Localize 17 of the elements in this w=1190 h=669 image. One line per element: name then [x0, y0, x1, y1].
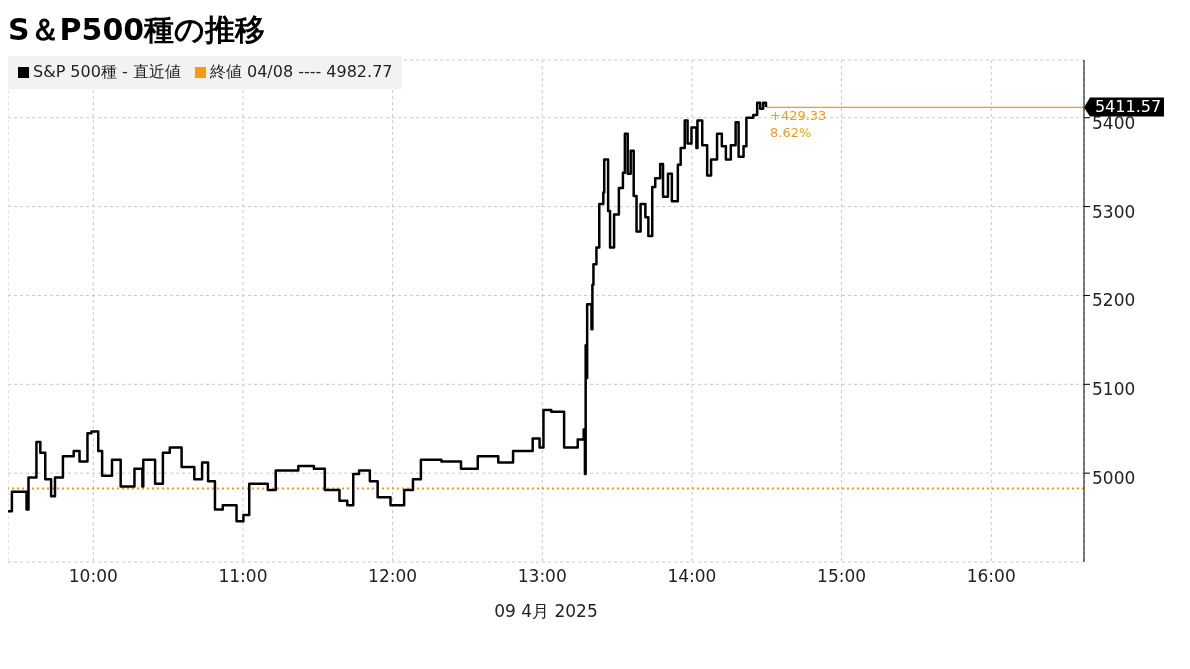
- x-tick-label: 12:00: [368, 566, 418, 587]
- x-tick-label: 11:00: [218, 566, 268, 587]
- legend-label: 終値 04/08 ---- 4982.77: [208, 62, 393, 83]
- annotation: +429.33: [769, 108, 827, 124]
- x-tick-label: 14:00: [667, 566, 717, 587]
- annotation: 8.62%: [769, 125, 812, 141]
- x-tick-label: 10:00: [68, 566, 118, 587]
- y-tick-label: 5100: [1092, 379, 1136, 400]
- y-tick-label: 5200: [1092, 290, 1136, 311]
- x-tick-label: 16:00: [966, 566, 1016, 587]
- y-tick-label: 5000: [1092, 468, 1136, 489]
- x-axis-title: 09 4月 2025: [493, 600, 599, 623]
- x-tick-label: 15:00: [817, 566, 867, 587]
- legend-label: S&P 500種 - 直近値: [32, 62, 181, 83]
- chart-title: S＆P500種の推移: [8, 11, 267, 49]
- y-tick-label: 5300: [1092, 201, 1136, 222]
- x-tick-label: 13:00: [517, 566, 567, 587]
